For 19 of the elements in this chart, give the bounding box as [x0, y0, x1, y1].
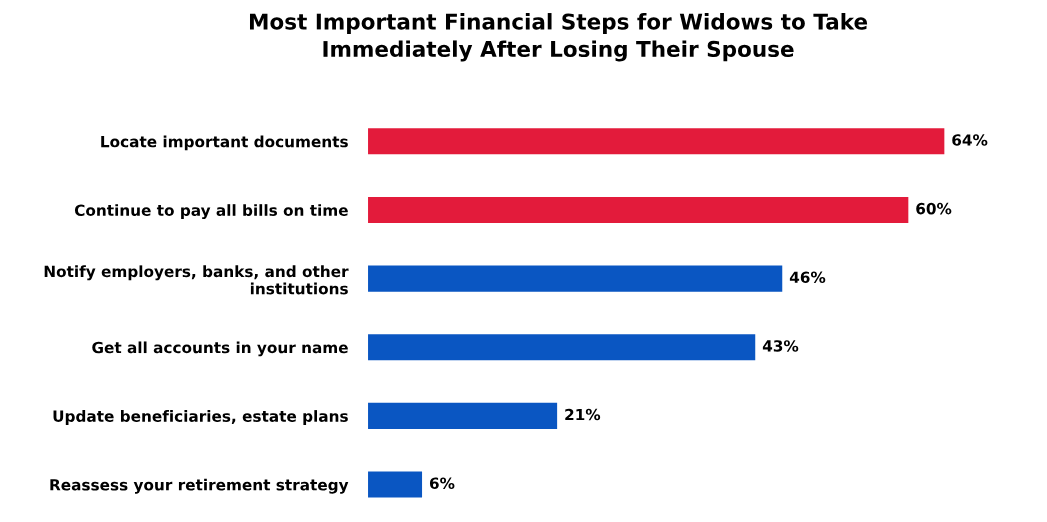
bar [368, 402, 558, 429]
data-label: 64% [952, 134, 988, 146]
data-label: 43% [762, 340, 799, 352]
data-label: 60% [916, 202, 952, 215]
y-tick-label: Update beneficiaries, estate plans [53, 410, 348, 425]
y-tick-label: Locate important documents [101, 135, 348, 151]
data-label: 21% [565, 408, 601, 421]
y-tick-label: Continue to pay all bills on time [74, 204, 348, 220]
data-label: 46% [789, 271, 826, 284]
y-tick-label: Notify employers, banks, and other institutions [44, 265, 349, 295]
bar [368, 196, 909, 224]
data-label: 6% [429, 477, 455, 489]
bar [368, 334, 756, 361]
y-tick-label: Reassess your retirement strategy [50, 478, 349, 494]
y-tick-label: Get all accounts in your name [92, 341, 348, 357]
bar [368, 265, 783, 292]
bar [368, 471, 423, 498]
bar [368, 128, 945, 155]
chart-title: Most Important Financial Steps for Widows to Take Immediately After Losing Their Spouse [250, 13, 868, 62]
